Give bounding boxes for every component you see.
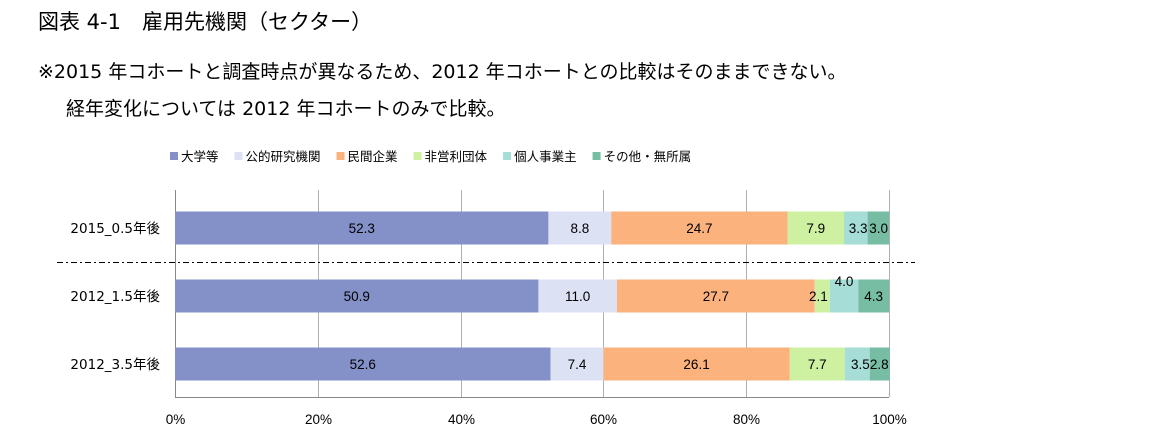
bar-segment <box>787 211 845 245</box>
data-label: 3.5 <box>851 357 870 372</box>
legend-swatch <box>170 152 178 160</box>
bar-segment <box>789 347 845 381</box>
legend-swatch <box>234 152 243 160</box>
legend-label: 大学等 <box>181 149 219 164</box>
x-tick-label: 40% <box>448 412 475 427</box>
data-label: 8.8 <box>570 221 589 236</box>
legend-swatch <box>592 152 601 160</box>
bar-segment <box>548 211 612 245</box>
bar-segment <box>175 279 539 313</box>
x-tick-label: 100% <box>872 412 907 427</box>
legend-swatch <box>503 152 512 160</box>
bar-segment <box>611 211 788 245</box>
legend-swatch <box>336 152 345 160</box>
x-tick-label: 0% <box>166 412 186 427</box>
category-label: 2015_0.5年後 <box>70 221 160 237</box>
x-tick-label: 20% <box>305 412 332 427</box>
bar-segment <box>550 347 604 381</box>
data-label: 7.9 <box>806 221 825 236</box>
note-line-1: ※2015 年コホートと調査時点が異なるため、2012 年コホートとの比較はその… <box>38 61 847 83</box>
data-label: 11.0 <box>565 289 590 304</box>
bar-segment <box>616 279 815 313</box>
data-label: 27.7 <box>703 289 729 304</box>
bar-segment <box>869 347 890 381</box>
note-line-2: 経年変化については 2012 年コホートのみで比較。 <box>66 98 506 120</box>
bar-segment <box>858 279 889 313</box>
legend-label: 個人事業主 <box>514 149 577 164</box>
bar-segment <box>175 211 549 245</box>
legend-label: 公的研究機関 <box>246 149 321 164</box>
data-label: 4.3 <box>864 289 883 304</box>
data-label: 3.0 <box>869 221 888 236</box>
data-label: 7.7 <box>808 357 827 372</box>
page-title: 図表 4-1 雇用先機関（セクター） <box>38 10 373 34</box>
data-label: 3.3 <box>849 221 868 236</box>
bar-segment <box>844 347 870 381</box>
legend-label: 非営利団体 <box>425 149 488 164</box>
data-label: 2.1 <box>809 289 828 304</box>
data-label: 2.8 <box>870 357 889 372</box>
category-label: 2012_1.5年後 <box>70 289 160 305</box>
data-label: 24.7 <box>686 221 712 236</box>
data-label: 26.1 <box>683 357 709 372</box>
bar-segment <box>844 211 868 245</box>
legend-swatch <box>413 152 422 160</box>
bar-segment <box>175 347 551 381</box>
bar-segment <box>867 211 889 245</box>
data-label: 50.9 <box>344 289 370 304</box>
bar-segment <box>603 347 790 381</box>
data-label: 7.4 <box>568 357 587 372</box>
data-label: 52.3 <box>349 221 375 236</box>
bar-segment <box>829 279 859 313</box>
bar-segment <box>538 279 617 313</box>
bar-segment <box>814 279 830 313</box>
x-tick-label: 60% <box>590 412 617 427</box>
legend-label: その他・無所属 <box>604 149 692 164</box>
category-label: 2012_3.5年後 <box>70 357 160 373</box>
x-tick-label: 80% <box>733 412 760 427</box>
data-label: 4.0 <box>835 274 854 289</box>
data-label: 52.6 <box>350 357 376 372</box>
legend-label: 民間企業 <box>348 149 399 164</box>
